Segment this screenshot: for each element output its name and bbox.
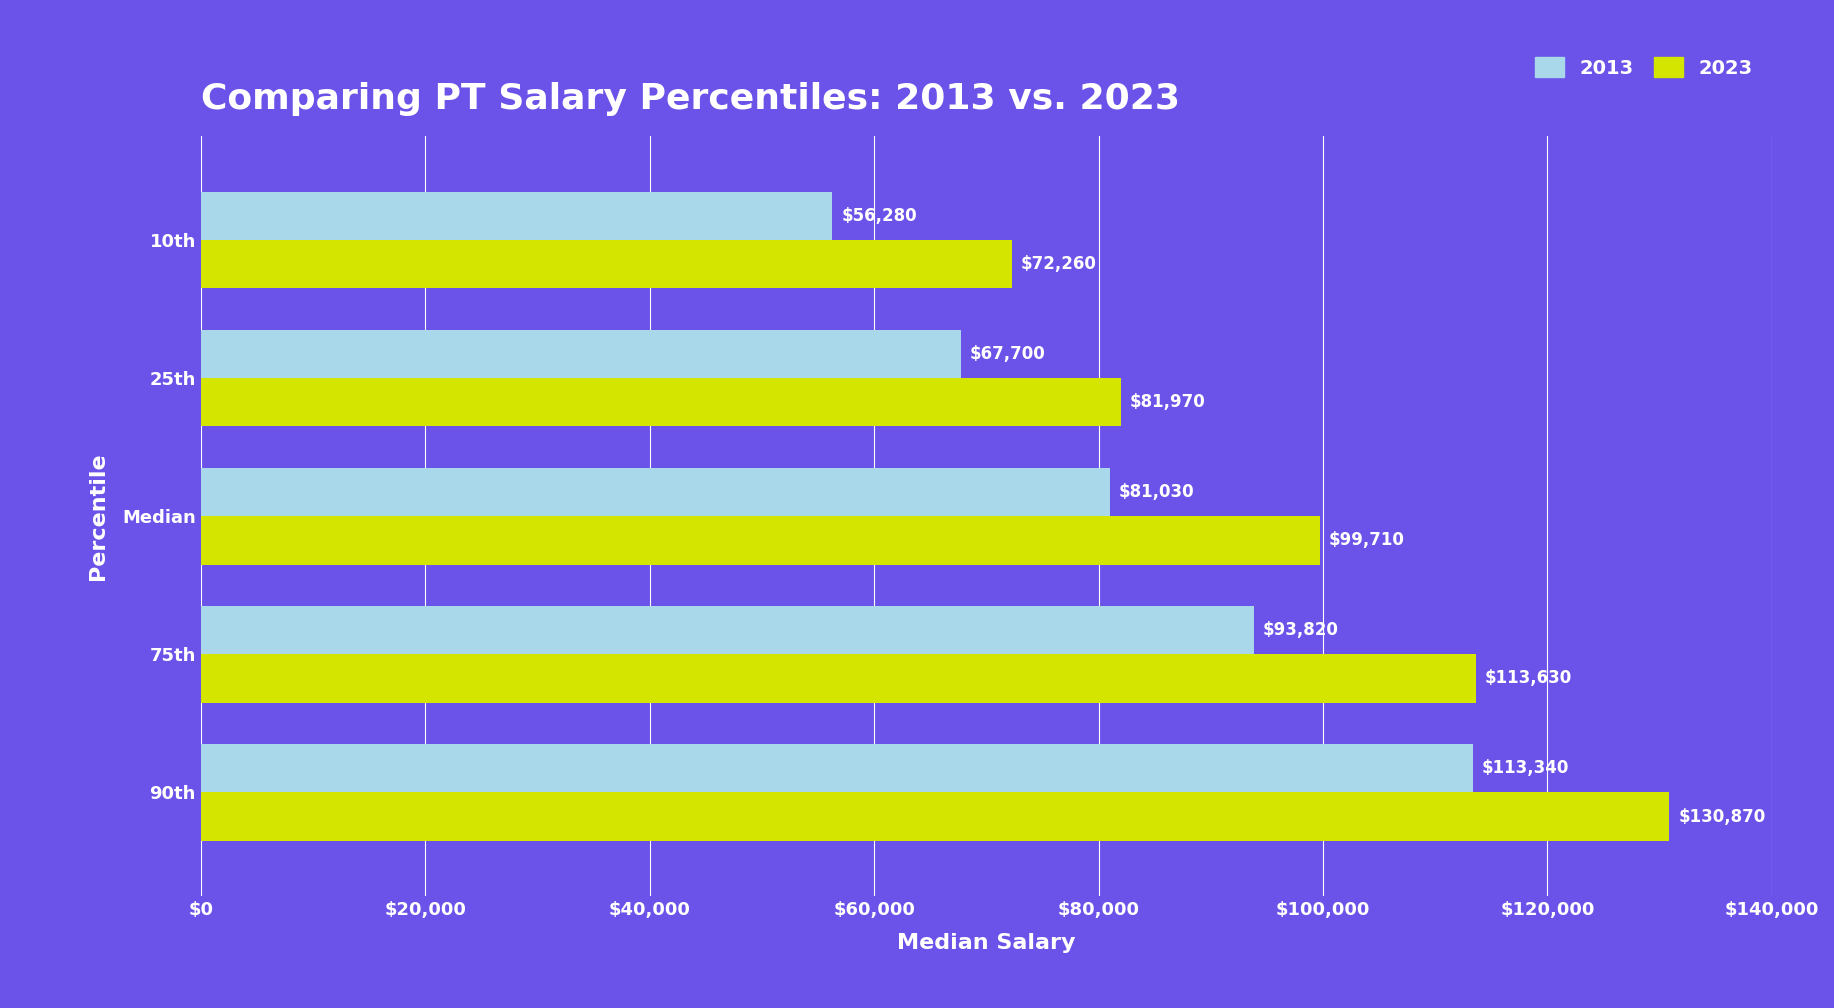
Text: $67,700: $67,700 <box>970 345 1045 363</box>
Bar <box>202 240 1012 288</box>
Bar <box>202 330 961 378</box>
Bar <box>202 606 1254 654</box>
Text: Comparing PT Salary Percentiles: 2013 vs. 2023: Comparing PT Salary Percentiles: 2013 vs… <box>202 82 1179 116</box>
Text: $113,630: $113,630 <box>1486 669 1572 687</box>
Text: $130,870: $130,870 <box>1678 807 1766 826</box>
Text: $56,280: $56,280 <box>842 207 917 225</box>
Bar <box>202 654 1476 703</box>
Text: $113,340: $113,340 <box>1482 759 1570 777</box>
Legend: 2013, 2023: 2013, 2023 <box>1526 47 1762 88</box>
X-axis label: Median Salary: Median Salary <box>897 932 1075 953</box>
Bar <box>202 792 1669 841</box>
Text: $93,820: $93,820 <box>1262 621 1339 639</box>
Bar <box>202 378 1121 426</box>
Text: $72,260: $72,260 <box>1022 255 1097 273</box>
Text: $99,710: $99,710 <box>1328 531 1405 549</box>
Bar <box>202 468 1110 516</box>
Bar <box>202 516 1320 564</box>
Bar <box>202 744 1473 792</box>
Text: $81,030: $81,030 <box>1119 483 1194 501</box>
Bar <box>202 192 833 240</box>
Text: $81,970: $81,970 <box>1130 393 1205 411</box>
Y-axis label: Percentile: Percentile <box>88 453 108 580</box>
